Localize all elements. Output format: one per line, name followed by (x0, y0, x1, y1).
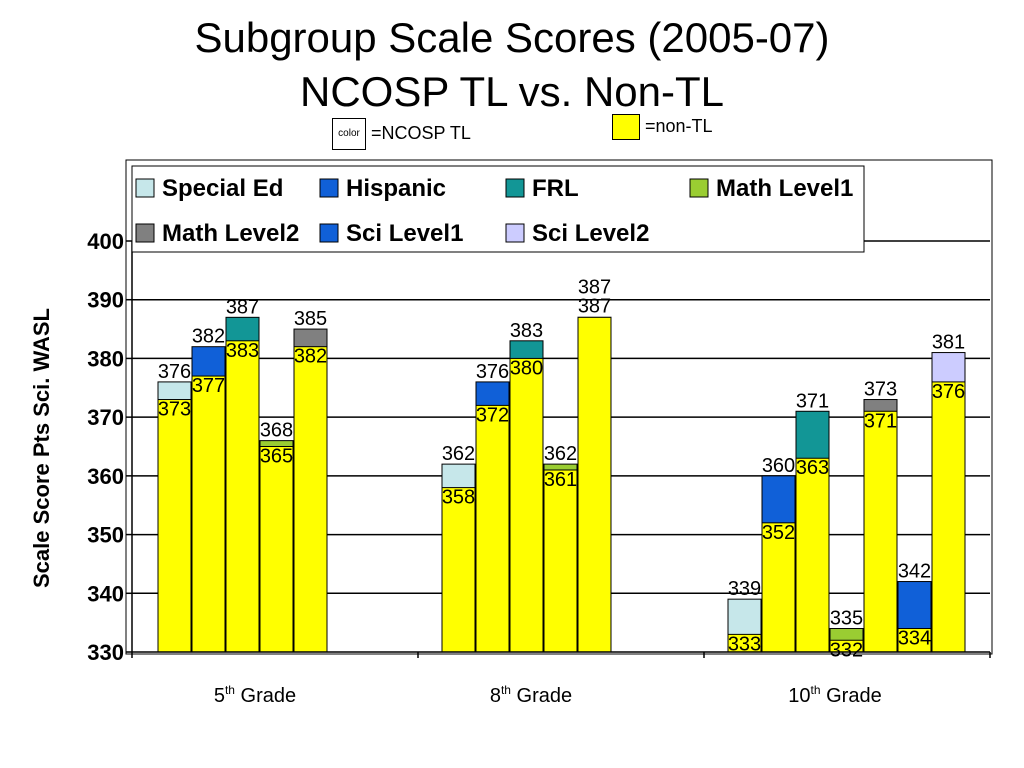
x-category-label: 10th Grade (788, 683, 881, 707)
key-ncosp-tl-swatch: color (332, 118, 366, 150)
legend-swatch (319, 223, 339, 243)
data-label-tl: 362 (544, 443, 577, 465)
data-label-non-tl: 358 (442, 487, 475, 509)
bar-non-tl (577, 316, 612, 653)
key-ncosp-tl: color =NCOSP TL (332, 118, 471, 150)
bar-non-tl (931, 381, 966, 653)
bar-non-tl (475, 404, 510, 653)
legend-label: Special Ed (162, 175, 283, 202)
y-tick-label: 350 (87, 523, 124, 548)
y-tick-label: 340 (87, 581, 124, 606)
data-label-tl: 376 (158, 361, 191, 383)
data-label-non-tl: 383 (226, 340, 259, 362)
data-label-tl: 373 (864, 379, 897, 401)
data-label-non-tl: 372 (476, 404, 509, 426)
y-tick-label: 370 (87, 405, 124, 430)
data-label-tl: 382 (192, 326, 225, 348)
key-ncosp-tl-label: =NCOSP TL (371, 122, 471, 143)
data-label-non-tl: 333 (728, 633, 761, 655)
data-label-non-tl: 377 (192, 375, 225, 397)
chart-title-line-2: NCOSP TL vs. Non-TL (299, 68, 725, 115)
y-tick-label: 400 (87, 229, 124, 254)
data-label-tl: 368 (260, 420, 293, 442)
data-label-non-tl: 352 (762, 522, 795, 544)
legend-swatch (505, 223, 525, 243)
y-tick-label: 380 (87, 346, 124, 371)
legend-box (131, 165, 865, 253)
data-label-tl: 360 (762, 455, 795, 477)
data-label-tl: 362 (442, 443, 475, 465)
legend-label: FRL (532, 175, 579, 202)
data-label-non-tl: 371 (864, 410, 897, 432)
legend-label: Sci Level1 (346, 220, 463, 247)
legend-label: Sci Level2 (532, 220, 649, 247)
chart-title-line-1: Subgroup Scale Scores (2005-07) (194, 14, 830, 61)
data-label-tl: 376 (476, 361, 509, 383)
data-label-non-tl: 373 (158, 399, 191, 421)
data-label-tl: 387 (226, 296, 259, 318)
x-category-label: 5th Grade (214, 683, 296, 707)
legend-swatch (135, 178, 155, 198)
data-label-non-tl: 387 (578, 295, 611, 317)
data-label-non-tl: 376 (932, 381, 965, 403)
data-label-non-tl: 332 (830, 639, 863, 661)
legend-swatch (689, 178, 709, 198)
data-label-tl: 385 (294, 308, 327, 330)
data-label-non-tl: 380 (510, 357, 543, 379)
data-label-tl: 387 (578, 276, 611, 298)
data-label-tl: 339 (728, 578, 761, 600)
data-label-non-tl: 365 (260, 446, 293, 468)
bar-non-tl (259, 446, 294, 653)
data-label-non-tl: 361 (544, 469, 577, 491)
legend-swatch (505, 178, 525, 198)
x-category-label: 8th Grade (490, 683, 572, 707)
key-non-tl: =non-TL (612, 114, 713, 140)
key-non-tl-swatch (612, 114, 640, 140)
bar-non-tl (761, 522, 796, 653)
legend-label: Math Level1 (716, 175, 853, 202)
data-label-tl: 371 (796, 390, 829, 412)
data-label-non-tl: 382 (294, 346, 327, 368)
data-label-non-tl: 363 (796, 457, 829, 479)
bar-non-tl (225, 340, 260, 653)
legend-swatch (135, 223, 155, 243)
bar-non-tl (157, 399, 192, 653)
y-tick-label: 330 (87, 640, 124, 665)
bar-non-tl (191, 375, 226, 653)
legend-swatch (319, 178, 339, 198)
bar-non-tl (509, 357, 544, 653)
legend-label: Math Level2 (162, 220, 299, 247)
data-label-tl: 335 (830, 608, 863, 630)
y-tick-label: 360 (87, 464, 124, 489)
key-non-tl-label: =non-TL (645, 115, 713, 136)
bar-non-tl (863, 410, 898, 653)
bar-non-tl (293, 346, 328, 653)
data-label-non-tl: 334 (898, 628, 931, 650)
bar-non-tl (543, 469, 578, 653)
bar-non-tl (441, 487, 476, 653)
bar-non-tl (795, 457, 830, 653)
data-label-tl: 342 (898, 561, 931, 583)
data-label-tl: 383 (510, 320, 543, 342)
y-tick-label: 390 (87, 288, 124, 313)
data-label-tl: 381 (932, 332, 965, 354)
legend-label: Hispanic (346, 175, 446, 202)
